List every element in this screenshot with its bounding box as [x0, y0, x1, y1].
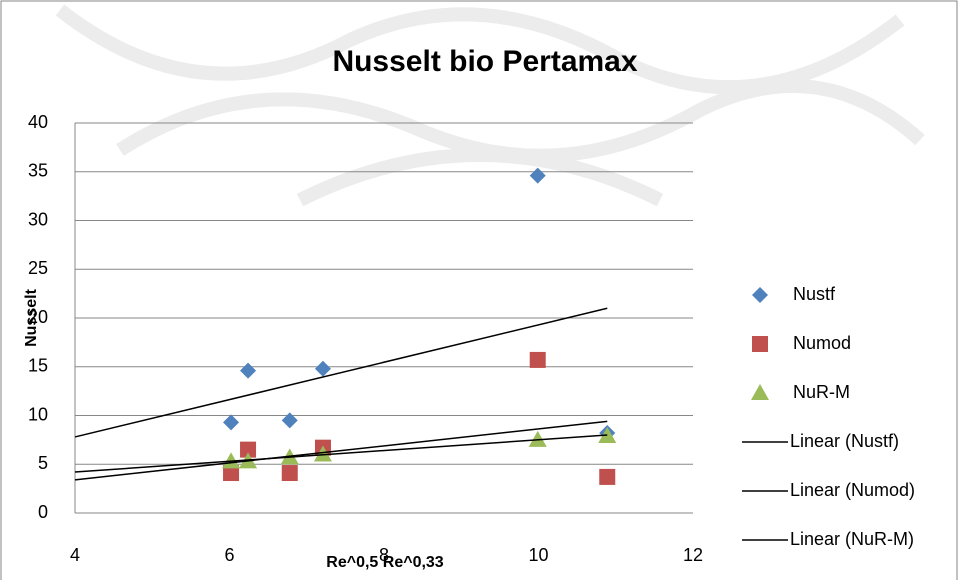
x-tick-label: 6: [224, 545, 234, 565]
x-tick-label: 4: [70, 545, 80, 565]
legend-label: Linear (NuR-M): [790, 529, 914, 549]
point: [315, 361, 331, 377]
y-tick-label: 25: [28, 258, 48, 278]
x-tick-label: 8: [379, 545, 389, 565]
y-tick-label: 35: [28, 161, 48, 181]
trendline: [75, 308, 607, 437]
legend-label: Linear (Numod): [790, 480, 915, 500]
y-tick-label: 10: [28, 404, 48, 424]
chart-title: Nusselt bio Pertamax: [332, 45, 637, 78]
y-tick-label: 15: [28, 356, 48, 376]
point: [282, 412, 298, 428]
point: [530, 352, 546, 368]
point: [282, 465, 298, 481]
trendline: [75, 421, 607, 480]
page: {"chart_data": {"type": "scatter", "titl…: [0, 0, 959, 580]
legend-marker: [752, 336, 768, 352]
point: [599, 469, 615, 485]
y-tick-label: 5: [38, 453, 48, 473]
y-tick-label: 20: [28, 307, 48, 327]
trendline: [75, 435, 607, 472]
y-tick-label: 0: [38, 502, 48, 522]
legend-label: Numod: [793, 333, 851, 353]
point: [240, 363, 256, 379]
y-tick-label: 30: [28, 209, 48, 229]
point: [530, 168, 546, 184]
x-tick-label: 10: [528, 545, 548, 565]
legend-marker: [751, 384, 769, 400]
legend-label: Linear (Nustf): [790, 431, 899, 451]
legend-marker: [752, 287, 768, 303]
x-tick-label: 12: [683, 545, 703, 565]
legend-label: NuR-M: [793, 382, 850, 402]
point: [223, 414, 239, 430]
chart: Nusselt bio Pertamax Re^0,5 Re^0,33 Nuss…: [0, 0, 959, 580]
legend-label: Nustf: [793, 284, 836, 304]
y-tick-label: 40: [28, 112, 48, 132]
